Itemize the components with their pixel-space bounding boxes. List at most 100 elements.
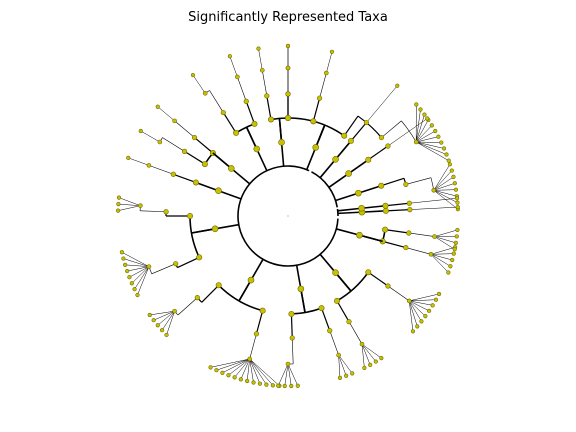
- taxon-node: [163, 209, 169, 215]
- branch-line: [430, 253, 454, 255]
- branch-line: [118, 205, 141, 211]
- taxon-node: [115, 208, 121, 213]
- branch-line: [408, 300, 418, 327]
- taxon-node: [428, 252, 434, 257]
- branch-line: [384, 229, 409, 234]
- branch-line: [129, 266, 150, 278]
- taxon-node: [190, 72, 196, 78]
- branch-line: [433, 189, 456, 191]
- taxon-node: [385, 283, 391, 289]
- taxon-node: [251, 120, 258, 127]
- branch-line: [234, 358, 250, 378]
- taxon-node: [123, 262, 128, 267]
- branch-line: [157, 310, 175, 326]
- cladogram: [115, 43, 460, 389]
- branch-line: [118, 197, 141, 206]
- taxon-node: [310, 118, 317, 125]
- taxon-node: [233, 129, 240, 136]
- taxon-node: [337, 375, 343, 380]
- taxon-node: [276, 383, 281, 388]
- taxon-node: [129, 281, 134, 286]
- taxon-node: [427, 308, 432, 313]
- taxon-node: [208, 365, 213, 370]
- taxon-node: [132, 287, 137, 292]
- branch-line: [290, 313, 293, 338]
- branch-line: [262, 70, 268, 96]
- taxon-node: [235, 74, 240, 80]
- clade-arc: [237, 165, 339, 267]
- branch-line: [408, 300, 414, 332]
- branch-line: [118, 203, 141, 206]
- branch-line: [416, 141, 447, 155]
- branch-line: [334, 272, 352, 292]
- branch-line: [361, 344, 365, 368]
- branch-line: [433, 183, 455, 191]
- branch-line: [338, 354, 353, 374]
- branch-line: [245, 126, 258, 150]
- taxon-node: [452, 247, 457, 252]
- taxon-node: [395, 83, 400, 88]
- branch-line: [218, 189, 242, 200]
- taxon-node: [289, 335, 295, 341]
- taxon-node: [201, 161, 208, 168]
- taxon-node: [288, 310, 295, 317]
- taxon-node: [419, 319, 424, 324]
- branch-line: [305, 147, 317, 170]
- branch-line: [409, 293, 440, 302]
- taxon-node: [453, 187, 459, 192]
- branch-line: [300, 288, 306, 313]
- taxon-node: [312, 144, 320, 151]
- branch-line: [430, 254, 453, 261]
- chart-title: Significantly Represented Taxa: [188, 10, 388, 25]
- taxon-node: [238, 377, 243, 382]
- taxon-node: [359, 341, 365, 347]
- branch-line: [295, 265, 302, 290]
- taxon-node: [119, 250, 124, 255]
- branch-line: [140, 210, 167, 213]
- branch-line: [266, 95, 272, 120]
- branch-line: [382, 240, 406, 249]
- branch-line: [367, 271, 389, 287]
- branch-line: [415, 119, 429, 143]
- branch-line: [191, 228, 216, 234]
- branch-line: [291, 337, 294, 364]
- branch-line: [192, 74, 206, 94]
- taxon-node: [155, 323, 160, 328]
- branch-line: [434, 229, 458, 237]
- taxon-node: [327, 328, 333, 334]
- branch-line: [434, 236, 455, 250]
- taxon-node: [422, 112, 427, 117]
- taxon-node: [373, 359, 378, 364]
- taxon-node: [172, 308, 177, 314]
- taxon-node: [259, 67, 265, 73]
- taxon-node: [378, 182, 385, 189]
- branch-line: [366, 85, 398, 123]
- branch-line: [128, 157, 150, 166]
- taxon-node: [350, 371, 355, 376]
- branch-line: [127, 266, 149, 272]
- taxon-node: [257, 381, 263, 386]
- taxon-node: [449, 168, 454, 173]
- branch-line: [157, 106, 175, 122]
- taxon-node: [332, 269, 339, 276]
- taxon-node: [444, 152, 449, 157]
- taxon-node: [285, 43, 291, 49]
- taxon-node: [295, 383, 300, 388]
- branch-line: [433, 190, 458, 203]
- taxon-node: [332, 156, 339, 163]
- taxon-node: [441, 146, 447, 151]
- taxon-node: [365, 156, 372, 163]
- branch-line: [256, 148, 268, 172]
- taxon-node: [355, 189, 362, 197]
- branch-line: [433, 170, 453, 191]
- branch-line: [238, 279, 252, 302]
- branch-line: [405, 177, 432, 185]
- taxon-node: [455, 200, 460, 205]
- branch-line: [319, 158, 337, 179]
- branch-line: [194, 137, 214, 154]
- branch-line: [329, 330, 339, 356]
- taxon-node: [135, 292, 140, 298]
- taxon-node: [226, 373, 231, 378]
- taxon-node: [289, 383, 294, 389]
- branch-line: [319, 72, 327, 99]
